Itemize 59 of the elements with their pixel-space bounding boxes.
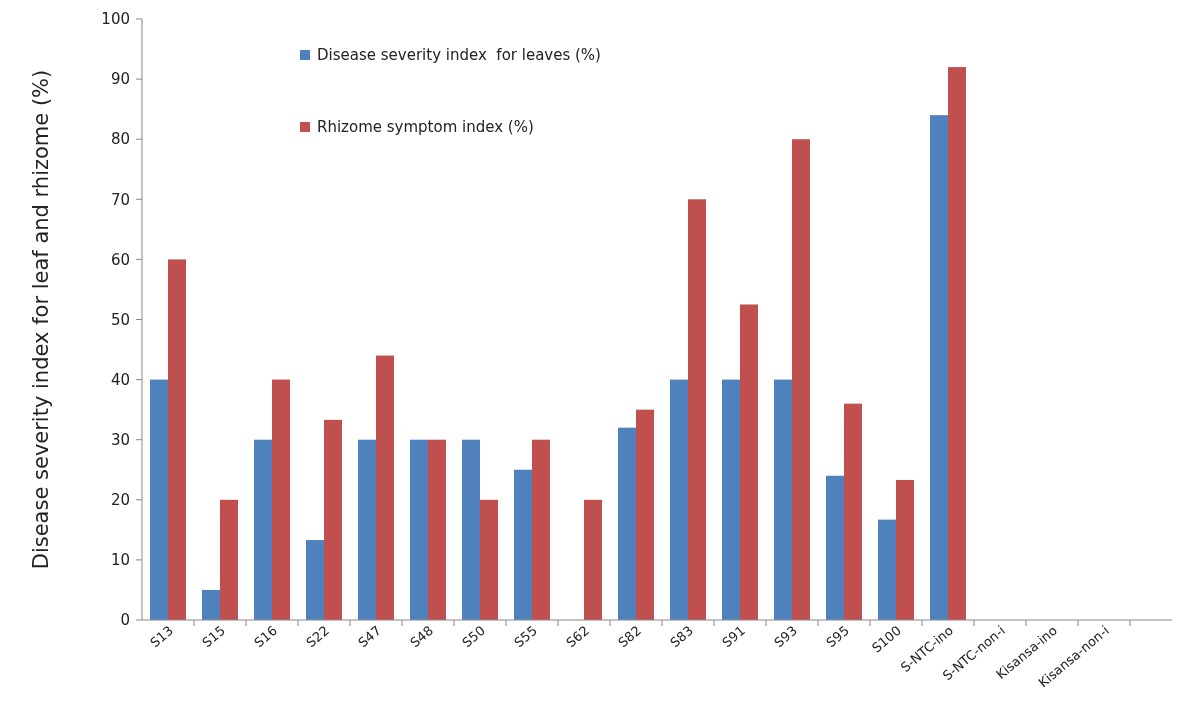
y-tick-label: 60	[110, 250, 130, 269]
bar	[410, 439, 428, 620]
bar	[826, 475, 844, 620]
x-tick-label: S50	[459, 622, 488, 651]
x-tick-label: S16	[251, 622, 280, 651]
x-tick-label: S91	[719, 622, 748, 651]
bar	[532, 439, 550, 620]
x-tick-label: S95	[823, 622, 852, 651]
y-tick-label: 30	[110, 430, 130, 449]
y-tick-label: 70	[110, 190, 130, 209]
y-tick-label: 80	[110, 130, 130, 149]
bar	[948, 67, 966, 620]
x-tick-label: S93	[771, 622, 800, 651]
bar	[584, 499, 602, 620]
bar	[324, 419, 342, 620]
bar	[150, 379, 168, 620]
bar	[896, 479, 914, 620]
bar	[844, 403, 862, 620]
bar	[618, 427, 636, 620]
bar	[480, 499, 498, 620]
bar	[636, 409, 654, 620]
y-tick-label: 20	[110, 491, 130, 510]
bar	[514, 469, 532, 620]
x-tick-label: S48	[407, 622, 436, 651]
bar	[878, 519, 896, 620]
bar	[930, 115, 948, 620]
y-tick-label: 0	[120, 611, 130, 630]
y-tick-label: 40	[110, 370, 130, 389]
x-tick-label: S22	[303, 622, 332, 651]
y-tick-label: 10	[110, 551, 130, 570]
bar	[792, 139, 810, 620]
y-tick-label: 90	[110, 70, 130, 89]
bar	[428, 439, 446, 620]
bar	[740, 304, 758, 620]
bar	[670, 379, 688, 620]
bar	[220, 499, 238, 620]
bar	[202, 589, 220, 620]
y-tick-label: 100	[101, 10, 130, 29]
bar	[306, 540, 324, 620]
x-tick-label: S47	[355, 622, 384, 651]
bar	[774, 379, 792, 620]
x-tick-label: S15	[199, 622, 228, 651]
legend-label: Rhizome symptom index (%)	[317, 118, 534, 137]
x-tick-label: S13	[147, 622, 176, 651]
bar	[688, 199, 706, 620]
y-axis-title: Disease severity index for leaf and rhizome (%)	[29, 69, 53, 570]
y-tick-label: 50	[110, 310, 130, 329]
bar	[462, 439, 480, 620]
bar	[272, 379, 290, 620]
bar	[358, 439, 376, 620]
legend-label: Disease severity index for leaves (%)	[317, 46, 601, 65]
x-tick-label: S82	[615, 622, 644, 651]
bar	[376, 355, 394, 620]
x-tick-label: S55	[511, 622, 540, 651]
bar	[254, 439, 272, 620]
x-tick-label: S62	[563, 622, 592, 651]
bar	[168, 259, 186, 620]
bar	[722, 379, 740, 620]
x-tick-label: S83	[667, 622, 696, 651]
